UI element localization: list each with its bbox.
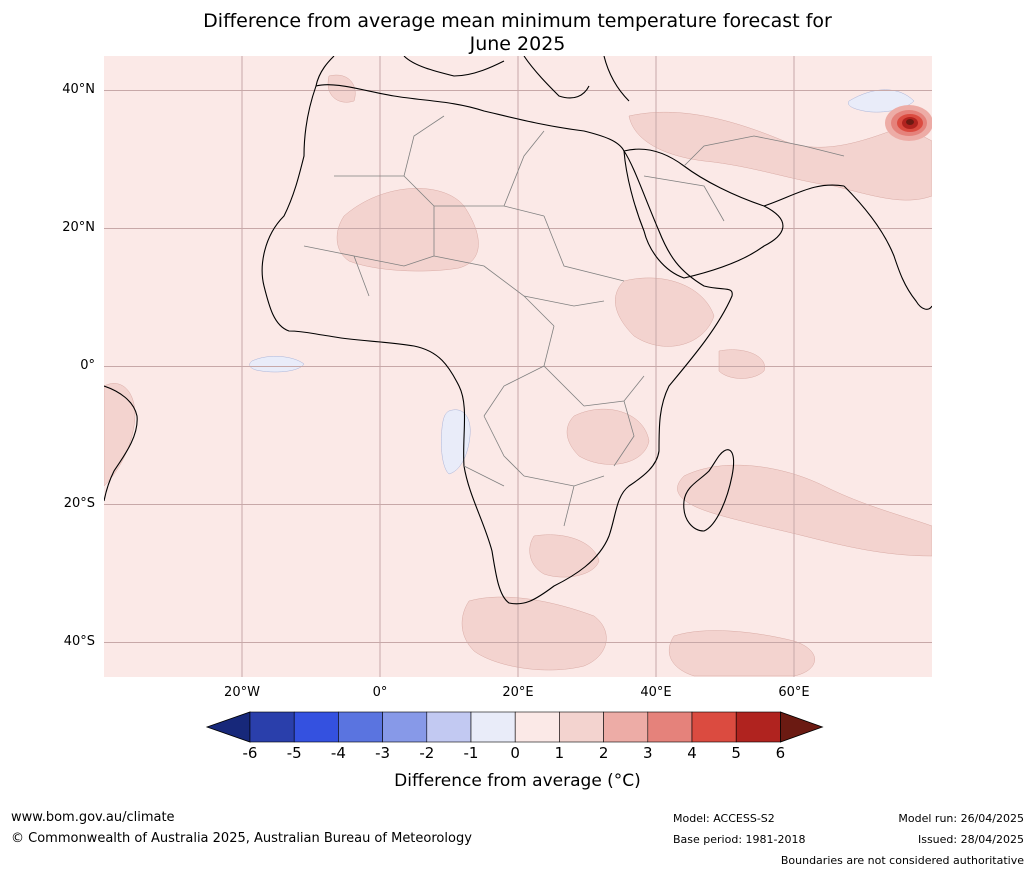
colorbar-tick-label: 0	[510, 744, 520, 762]
lon-label-20e: 20°E	[502, 685, 534, 700]
india-coastline	[843, 185, 932, 310]
lat-label-40n: 40°N	[62, 82, 95, 97]
colorbar-label: Difference from average (°C)	[394, 771, 641, 791]
colorbar-cell	[603, 711, 649, 743]
colorbar-cell	[735, 711, 781, 743]
footer-model: Model: ACCESS-S2	[673, 812, 775, 825]
colorbar-cell	[338, 711, 383, 743]
anomaly-negative-layer	[249, 89, 915, 475]
colorbar-tick-label: -4	[330, 744, 346, 762]
colorbar-tick-label: 1	[554, 744, 565, 762]
south-america-coastline	[104, 385, 138, 502]
footer-copyright: © Commonwealth of Australia 2025, Austra…	[11, 831, 472, 846]
colorbar-cell	[249, 711, 295, 743]
country-borders	[303, 115, 845, 527]
colorbar-tick-label: -6	[242, 744, 258, 762]
lat-label-20s: 20°S	[63, 496, 95, 511]
colorbar-cell	[691, 711, 737, 743]
footer-base-period: Base period: 1981-2018	[673, 833, 806, 846]
persian-coast	[763, 184, 845, 207]
hotspot-anomaly	[885, 105, 932, 141]
colorbar-tick-label: -1	[463, 744, 479, 762]
anomaly-1-2-layer	[104, 74, 932, 677]
lon-label-40e: 40°E	[640, 685, 672, 700]
colorbar-cell	[559, 711, 604, 743]
footer-website[interactable]: www.bom.gov.au/climate	[11, 810, 175, 825]
colorbar-cell	[293, 711, 339, 743]
colorbar-cell	[647, 711, 693, 743]
colorbar-cell	[426, 711, 472, 743]
forecast-map	[104, 56, 932, 677]
chart-title: Difference from average mean minimum tem…	[0, 10, 1035, 56]
europe-coastline	[315, 56, 630, 102]
colorbar-extend-low	[205, 711, 251, 743]
africa-coastline	[261, 84, 733, 605]
colorbar-tick-label: 3	[643, 744, 653, 762]
colorbar-tick-label: -5	[286, 744, 302, 762]
lat-label-40s: 40°S	[63, 634, 95, 649]
lat-label-0: 0°	[80, 358, 95, 373]
footer-model-run: Model run: 26/04/2025	[898, 812, 1024, 825]
footer-disclaimer: Boundaries are not considered authoritat…	[780, 854, 1024, 867]
colorbar-tick-label: 4	[687, 744, 697, 762]
colorbar-cell	[514, 711, 560, 743]
colorbar-tick-label: -3	[375, 744, 391, 762]
gridlines	[104, 56, 932, 677]
lon-label-0: 0°	[372, 685, 388, 700]
colorbar-cell	[382, 711, 428, 743]
colorbar-extend-high	[780, 711, 824, 743]
lat-label-20n: 20°N	[62, 220, 95, 235]
colorbar-tick-label: 2	[598, 744, 609, 762]
title-line-2: June 2025	[469, 33, 566, 55]
colorbar-cell	[470, 711, 516, 743]
footer-issued: Issued: 28/04/2025	[917, 833, 1024, 846]
colorbar-tick-label: 5	[731, 744, 741, 762]
lon-label-60e: 60°E	[778, 685, 810, 700]
title-line-1: Difference from average mean minimum tem…	[203, 10, 832, 32]
colorbar-tick-label: -2	[419, 744, 435, 762]
lon-label-20w: 20°W	[224, 685, 260, 700]
colorbar	[205, 711, 824, 743]
madagascar-coastline	[683, 449, 735, 532]
colorbar-tick-label: 6	[775, 744, 786, 762]
